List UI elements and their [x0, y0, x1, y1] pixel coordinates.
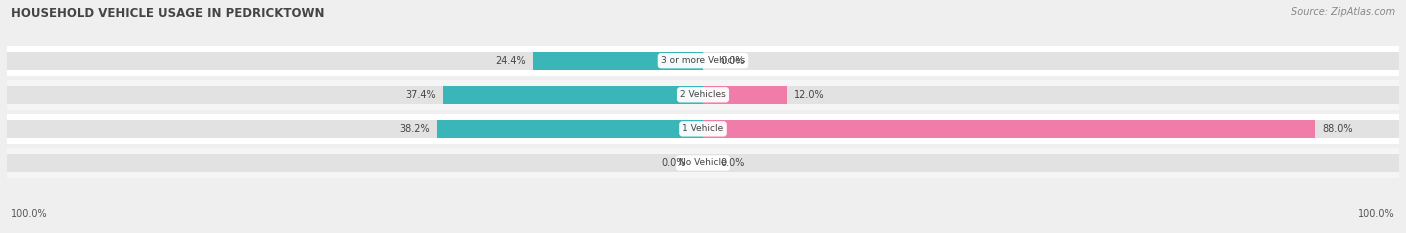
Text: 37.4%: 37.4%: [405, 90, 436, 100]
Legend: Owner-occupied, Renter-occupied: Owner-occupied, Renter-occupied: [591, 231, 815, 233]
Text: 0.0%: 0.0%: [720, 56, 745, 66]
Text: 1 Vehicle: 1 Vehicle: [682, 124, 724, 133]
Text: 0.0%: 0.0%: [661, 158, 686, 168]
Text: HOUSEHOLD VEHICLE USAGE IN PEDRICKTOWN: HOUSEHOLD VEHICLE USAGE IN PEDRICKTOWN: [11, 7, 325, 20]
Bar: [7, 154, 1399, 172]
Bar: [7, 80, 1399, 110]
Text: 12.0%: 12.0%: [793, 90, 824, 100]
Bar: [7, 46, 1399, 76]
Bar: [703, 120, 1316, 138]
Text: No Vehicle: No Vehicle: [679, 158, 727, 168]
Text: 2 Vehicles: 2 Vehicles: [681, 90, 725, 99]
Bar: [443, 86, 703, 104]
Text: 88.0%: 88.0%: [1323, 124, 1353, 134]
Bar: [7, 148, 1399, 178]
Bar: [7, 52, 1399, 70]
Bar: [703, 86, 786, 104]
Text: 100.0%: 100.0%: [1358, 209, 1395, 219]
Text: 3 or more Vehicles: 3 or more Vehicles: [661, 56, 745, 65]
Bar: [437, 120, 703, 138]
Bar: [533, 52, 703, 70]
Bar: [7, 86, 1399, 104]
Text: 0.0%: 0.0%: [720, 158, 745, 168]
Text: Source: ZipAtlas.com: Source: ZipAtlas.com: [1291, 7, 1395, 17]
Text: 38.2%: 38.2%: [399, 124, 430, 134]
Text: 100.0%: 100.0%: [11, 209, 48, 219]
Text: 24.4%: 24.4%: [495, 56, 526, 66]
Bar: [7, 120, 1399, 138]
Bar: [7, 114, 1399, 144]
